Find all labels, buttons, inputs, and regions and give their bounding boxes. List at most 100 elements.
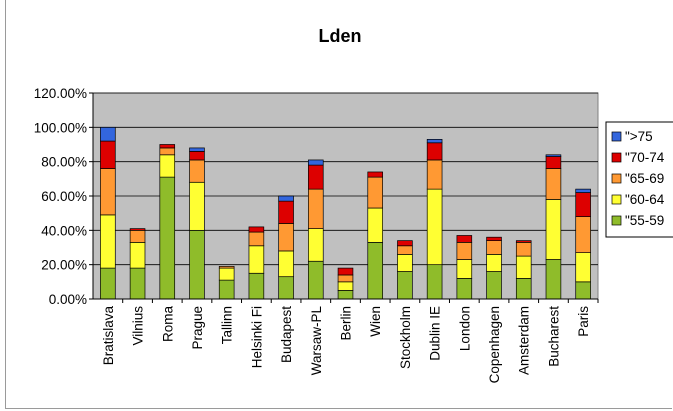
bar-segment — [575, 252, 591, 283]
bar-segment — [545, 156, 562, 169]
bar-segment — [515, 255, 532, 279]
x-category-label: Bratislava — [101, 306, 116, 366]
bar-segment — [159, 176, 176, 300]
x-category-label: London — [457, 306, 472, 351]
bar-segment — [308, 228, 324, 262]
bar-segment — [218, 266, 235, 269]
chart-svg: Lden 0.00% 20.00% 40.00% 60.00% 80.00% 100.00… — [34, 26, 673, 383]
bar-segment — [486, 240, 502, 255]
y-tick-label: 100.00% — [34, 120, 87, 135]
x-category-label: Budapest — [279, 306, 294, 363]
bar-segment — [575, 192, 591, 217]
bar-segment — [515, 278, 532, 300]
bar-segment — [308, 159, 324, 166]
legend-swatch — [611, 194, 622, 205]
bar-segment — [129, 242, 146, 269]
legend-label: ">75 — [625, 129, 653, 144]
bar-segment — [248, 272, 265, 300]
bar-segment — [545, 259, 562, 300]
bar-segment — [367, 207, 383, 243]
bar-segment — [367, 176, 383, 209]
bar-segment — [100, 168, 116, 216]
bar-segment — [100, 214, 116, 269]
bar-segment — [189, 181, 205, 231]
bar-segment — [189, 159, 205, 183]
bar-segment — [456, 278, 473, 300]
bar-segment — [575, 281, 591, 300]
bar-segment — [456, 242, 473, 260]
chart-frame: Lden 0.00% 20.00% 40.00% 60.00% 80.00% 100.00… — [5, 0, 673, 409]
x-category-label: Warsaw-PL — [309, 306, 324, 376]
bar-segment — [456, 259, 473, 279]
bar-segment — [515, 242, 532, 257]
bar-segment — [308, 164, 324, 190]
bar-segment — [189, 151, 205, 161]
bar-segment — [575, 216, 591, 254]
bar-segment — [218, 267, 235, 281]
x-category-label: Amsterdam — [517, 306, 532, 375]
x-category-label: Paris — [576, 306, 591, 337]
x-category-label: Dublin IE — [428, 306, 443, 361]
legend: ">75 "70-74 "65-69 "60-64 "55-59 — [605, 121, 673, 238]
y-tick-label: 80.00% — [41, 155, 87, 170]
bar-segment — [308, 188, 324, 229]
bar-segment — [486, 271, 502, 300]
y-tick-label: 120.00% — [34, 86, 87, 101]
legend-swatch — [611, 152, 622, 163]
bar-segment — [248, 245, 265, 274]
x-category-label: Wien — [368, 306, 383, 337]
bar-segment — [248, 226, 265, 233]
bar-segment — [367, 242, 383, 300]
bar-segment — [545, 199, 562, 260]
bar-segment — [129, 228, 146, 231]
bar-segment — [189, 229, 205, 300]
x-category-label: Prague — [190, 306, 205, 350]
bar-segment — [367, 171, 383, 178]
bar-segment — [278, 195, 294, 202]
bar-segment — [397, 271, 413, 300]
x-category-label: Berlin — [339, 306, 354, 341]
bars — [100, 126, 591, 300]
bar-segment — [515, 240, 532, 243]
bar-segment — [397, 240, 413, 247]
y-tick-label: 40.00% — [41, 223, 87, 238]
x-category-label: Bucharest — [546, 306, 561, 367]
x-category-label: Stockholm — [398, 306, 413, 369]
bar-segment — [426, 139, 443, 144]
bar-segment — [278, 250, 294, 278]
bar-segment — [426, 188, 443, 266]
bar-segment — [337, 267, 354, 276]
chart-title: Lden — [319, 26, 362, 46]
legend-label: "65-69 — [625, 171, 664, 186]
bar-segment — [100, 126, 116, 142]
x-category-label: Vilnius — [131, 306, 146, 346]
legend-swatch — [611, 173, 622, 184]
bar-segment — [278, 276, 294, 300]
bar-segment — [486, 236, 502, 241]
bar-segment — [456, 235, 473, 243]
x-category-label: Copenhagen — [487, 306, 502, 383]
bar-segment — [426, 264, 443, 300]
x-category-label: Helsinki Fi — [249, 306, 264, 368]
bar-segment — [248, 231, 265, 247]
bar-segment — [159, 154, 176, 178]
bar-segment — [337, 290, 354, 300]
legend-swatch — [611, 215, 622, 226]
legend-label: "55-59 — [625, 213, 664, 228]
bar-segment — [337, 274, 354, 283]
bar-segment — [100, 267, 116, 300]
legend-label: "70-74 — [625, 150, 665, 165]
bar-segment — [218, 279, 235, 300]
bar-segment — [159, 147, 176, 156]
bar-segment — [397, 245, 413, 255]
legend-swatch — [611, 131, 622, 142]
bar-segment — [575, 188, 591, 193]
y-axis: 0.00% 20.00% 40.00% 60.00% 80.00% 100.00% 120.… — [34, 86, 94, 307]
bar-segment — [159, 144, 176, 149]
y-tick-label: 0.00% — [49, 292, 87, 307]
bar-segment — [278, 200, 294, 224]
bar-segment — [545, 168, 562, 200]
legend-label: "60-64 — [625, 192, 665, 207]
x-category-label: Tallinn — [220, 306, 235, 344]
bar-segment — [278, 223, 294, 252]
